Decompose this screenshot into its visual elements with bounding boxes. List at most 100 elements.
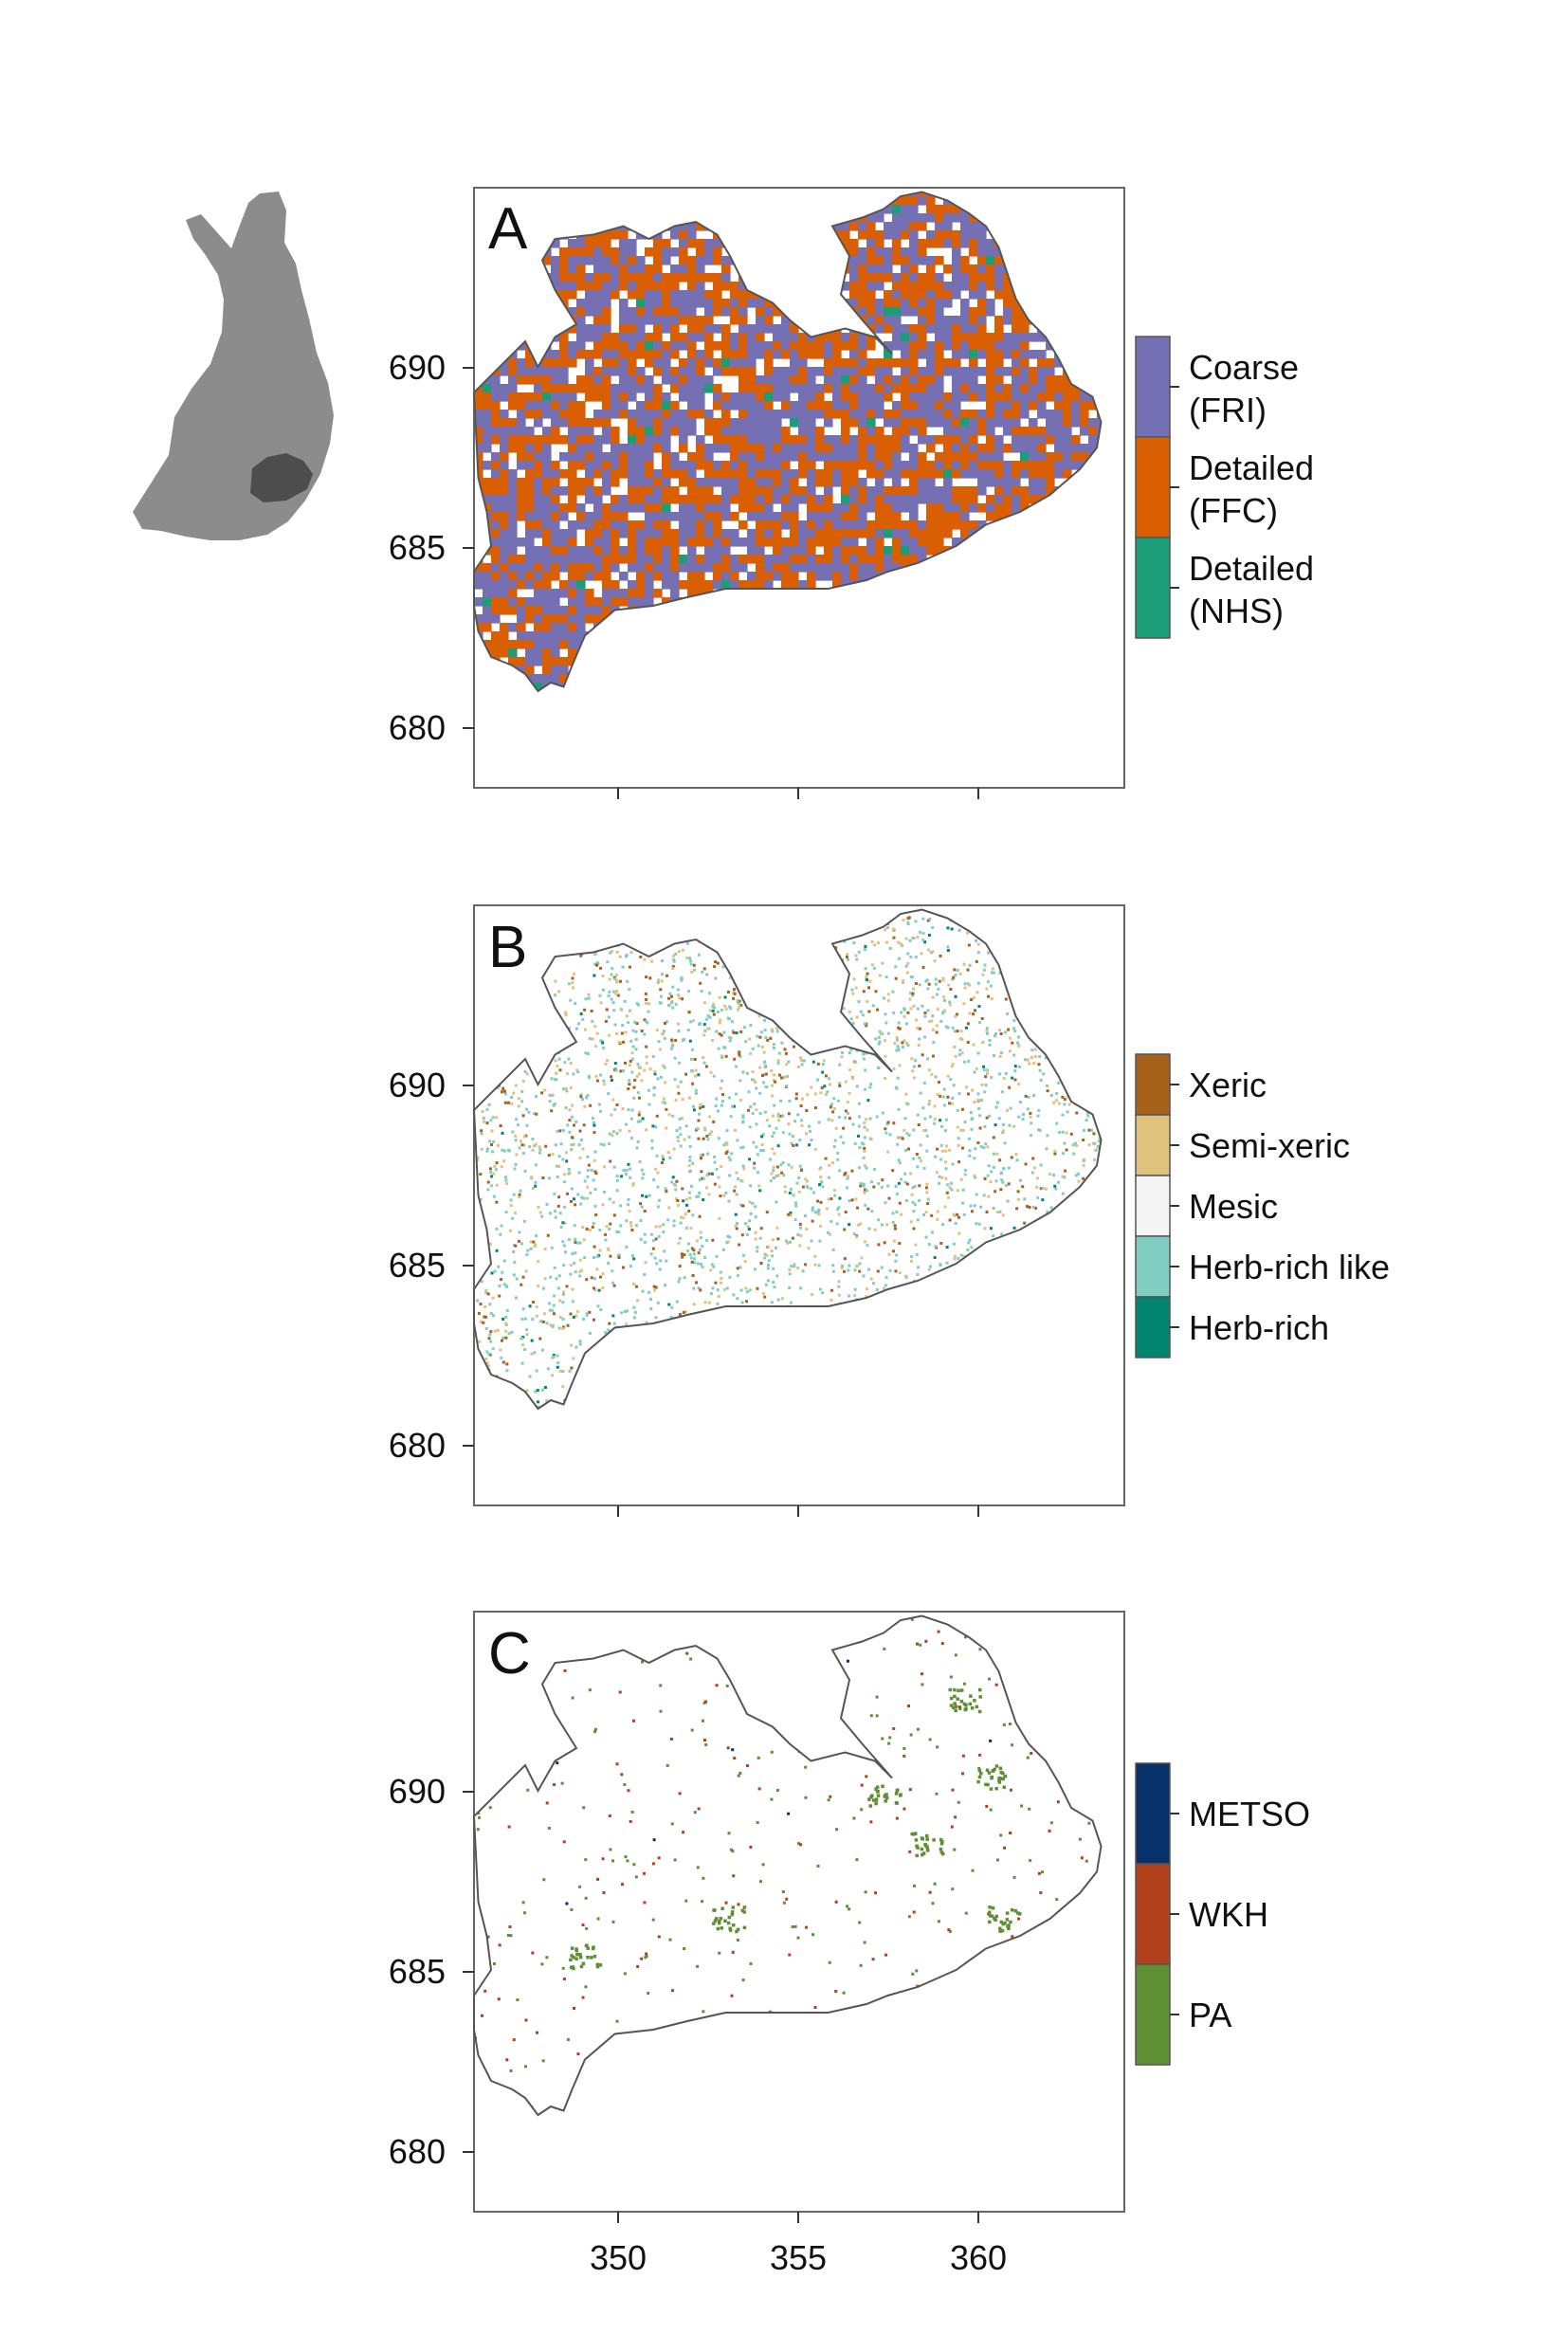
map-cell xyxy=(807,674,816,684)
map-cell xyxy=(781,495,791,504)
map-cell xyxy=(1114,213,1123,223)
map-cell xyxy=(764,358,774,368)
map-cell xyxy=(1108,1362,1111,1365)
map-cell xyxy=(713,299,722,308)
map-cell xyxy=(1107,1496,1110,1499)
map-cell xyxy=(935,290,944,300)
map-cell xyxy=(687,759,697,769)
map-cell xyxy=(1054,375,1064,385)
map-cell xyxy=(1071,401,1081,410)
map-cell xyxy=(1003,401,1012,410)
map-cell xyxy=(474,520,483,530)
map-cell xyxy=(1071,452,1081,462)
map-cell xyxy=(662,538,671,547)
map-cell xyxy=(559,282,569,291)
map-cell xyxy=(918,691,927,701)
map-cell xyxy=(653,410,663,419)
map-cell xyxy=(977,350,987,359)
map-cell xyxy=(679,341,688,351)
map-cell xyxy=(943,606,953,615)
map-cell xyxy=(474,418,483,428)
map-cell xyxy=(815,392,825,402)
map-cell xyxy=(969,444,978,453)
map-cell xyxy=(901,742,910,752)
map-cell xyxy=(1020,273,1030,283)
map-cell xyxy=(798,392,808,402)
map-cell xyxy=(585,572,594,581)
map-cell xyxy=(1046,674,1055,684)
map-cell xyxy=(960,418,970,428)
map-cell xyxy=(756,691,765,701)
map-cell xyxy=(1088,256,1098,265)
map-cell xyxy=(798,333,808,342)
map-cell xyxy=(884,708,893,718)
map-cell xyxy=(756,401,765,410)
map-cell xyxy=(926,410,936,419)
map-cell xyxy=(815,230,825,240)
map-cell xyxy=(773,205,782,214)
map-cell xyxy=(875,324,884,334)
map-cell xyxy=(943,205,953,214)
map-cell xyxy=(517,751,526,760)
map-cell xyxy=(807,469,816,479)
map-cell xyxy=(551,478,560,487)
map-cell xyxy=(1071,461,1081,470)
map-cell xyxy=(559,606,569,615)
map-cell xyxy=(909,418,919,428)
map-cell xyxy=(662,367,671,376)
map-cell xyxy=(764,247,774,257)
map-cell xyxy=(1114,367,1123,376)
map-cell xyxy=(593,367,603,376)
map-cell xyxy=(491,478,501,487)
map-cell xyxy=(662,683,671,691)
map-cell xyxy=(960,503,970,513)
map-cell xyxy=(576,614,586,624)
map-cell xyxy=(602,512,611,521)
map-cell xyxy=(517,785,526,794)
map-cell xyxy=(611,367,620,376)
map-cell xyxy=(807,597,816,607)
map-cell xyxy=(721,230,731,240)
map-cell xyxy=(662,768,671,777)
map-cell xyxy=(901,358,910,368)
map-cell xyxy=(1114,520,1123,530)
map-cell xyxy=(849,606,859,615)
map-cell xyxy=(636,759,646,769)
map-cell xyxy=(1020,444,1030,453)
map-cell xyxy=(815,648,825,658)
map-cell xyxy=(945,1246,949,1249)
map-cell xyxy=(790,358,799,368)
map-cell xyxy=(645,418,654,428)
map-cell xyxy=(960,640,970,649)
map-cell xyxy=(542,478,552,487)
map-cell xyxy=(525,307,535,317)
map-cell xyxy=(866,264,876,274)
map-cell xyxy=(1054,785,1064,794)
map-cell xyxy=(969,555,978,564)
map-cell xyxy=(832,640,842,649)
map-cell xyxy=(952,555,961,564)
map-cell xyxy=(866,503,876,513)
map-cell xyxy=(568,324,577,334)
map-cell xyxy=(721,444,731,453)
map-cell xyxy=(679,410,688,419)
map-cell xyxy=(986,555,995,564)
map-cell xyxy=(593,512,603,521)
map-cell xyxy=(670,264,680,274)
map-cell xyxy=(1105,418,1115,428)
map-cell xyxy=(713,435,722,445)
map-cell xyxy=(824,444,833,453)
map-cell xyxy=(653,256,663,265)
map-cell xyxy=(909,333,919,342)
map-cell xyxy=(866,444,876,453)
map-cell xyxy=(1029,520,1038,530)
map-cell xyxy=(704,691,714,701)
map-cell xyxy=(696,700,705,709)
map-cell xyxy=(636,725,646,735)
map-cell xyxy=(764,717,774,726)
map-cell xyxy=(1029,401,1038,410)
map-cell xyxy=(935,367,944,376)
map-cell xyxy=(943,358,953,368)
map-cell xyxy=(798,316,808,325)
map-cell xyxy=(994,282,1004,291)
